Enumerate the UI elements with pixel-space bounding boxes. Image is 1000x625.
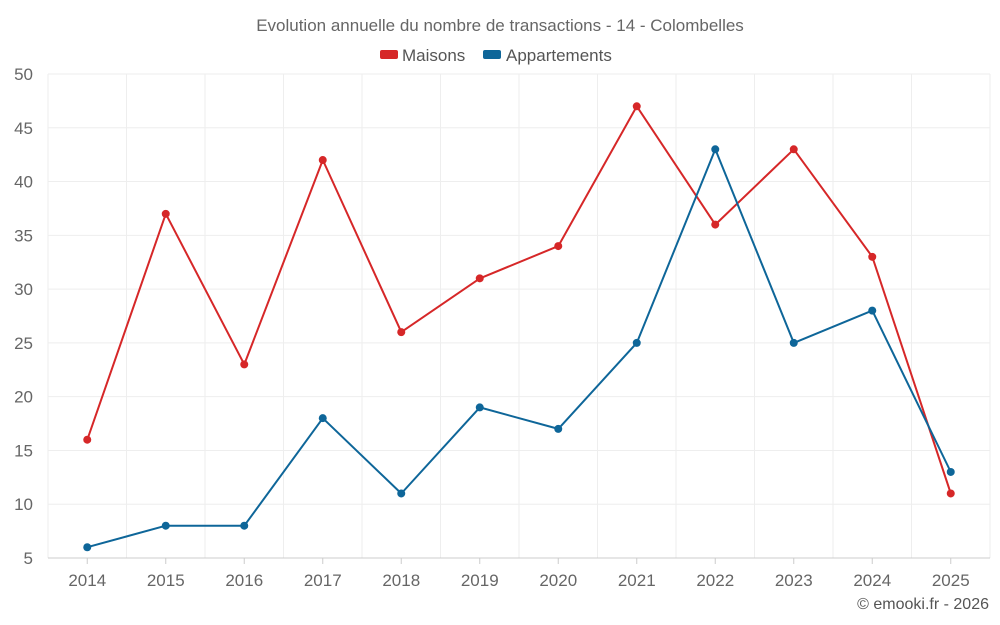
y-tick-label: 45	[14, 119, 33, 138]
series-line-appartements	[87, 148, 952, 549]
data-point-maisons[interactable]	[161, 209, 170, 218]
data-point-maisons[interactable]	[240, 360, 249, 369]
data-point-appartements[interactable]	[711, 145, 720, 154]
data-point-appartements[interactable]	[318, 414, 327, 423]
x-tick-label: 2018	[382, 571, 420, 590]
data-point-maisons[interactable]	[554, 242, 563, 251]
x-axis-ticks: 2014 2015 2016 2017 2018 2019 2020 2021 2022 2023…	[68, 558, 970, 590]
x-tick-label: 2014	[68, 571, 106, 590]
data-point-appartements[interactable]	[789, 338, 798, 347]
data-point-maisons[interactable]	[789, 145, 798, 154]
x-tick-label: 2019	[461, 571, 499, 590]
y-tick-label: 25	[14, 334, 33, 353]
credit-text: © emooki.fr - 2026	[857, 596, 989, 613]
data-point-appartements[interactable]	[161, 521, 170, 530]
data-point-maisons[interactable]	[868, 252, 877, 261]
legend-label-maisons[interactable]: Maisons	[402, 46, 465, 65]
chart-title: Evolution annuelle du nombre de transact…	[256, 16, 744, 35]
y-tick-label: 15	[14, 441, 33, 460]
y-tick-label: 35	[14, 226, 33, 245]
y-tick-label: 30	[14, 280, 33, 299]
data-point-maisons[interactable]	[946, 489, 955, 498]
data-point-maisons[interactable]	[397, 328, 406, 337]
grid	[47, 73, 991, 559]
data-point-maisons[interactable]	[475, 274, 484, 283]
data-point-appartements[interactable]	[946, 467, 955, 476]
data-point-appartements[interactable]	[632, 338, 641, 347]
x-tick-label: 2025	[932, 571, 970, 590]
series-maisons	[83, 102, 955, 498]
series-line-maisons	[86, 105, 952, 494]
data-point-maisons[interactable]	[318, 156, 327, 165]
legend: Maisons Appartements	[380, 46, 612, 65]
x-tick-label: 2021	[618, 571, 656, 590]
data-point-maisons[interactable]	[83, 435, 92, 444]
y-tick-label: 50	[14, 65, 33, 84]
y-axis-ticks: 5 10 15 20 25 30 35 40 45 50	[14, 65, 33, 568]
data-point-maisons[interactable]	[632, 102, 641, 111]
data-point-appartements[interactable]	[83, 543, 92, 552]
data-point-appartements[interactable]	[240, 521, 249, 530]
y-tick-label: 40	[14, 173, 33, 192]
x-tick-label: 2022	[696, 571, 734, 590]
x-tick-label: 2023	[775, 571, 813, 590]
y-tick-label: 5	[24, 549, 33, 568]
x-tick-label: 2015	[147, 571, 185, 590]
data-point-appartements[interactable]	[475, 403, 484, 412]
y-tick-label: 10	[14, 495, 33, 514]
data-point-appartements[interactable]	[397, 489, 406, 498]
series-appartements	[83, 145, 955, 552]
legend-swatch-appartements	[483, 50, 501, 59]
x-tick-label: 2024	[853, 571, 891, 590]
legend-label-appartements[interactable]: Appartements	[506, 46, 612, 65]
x-tick-label: 2017	[304, 571, 342, 590]
data-point-maisons[interactable]	[711, 220, 720, 229]
y-tick-label: 20	[14, 388, 33, 407]
data-point-appartements[interactable]	[554, 424, 563, 433]
series	[83, 102, 955, 552]
legend-swatch-maisons	[380, 50, 398, 59]
x-tick-label: 2020	[539, 571, 577, 590]
x-tick-label: 2016	[225, 571, 263, 590]
data-point-appartements[interactable]	[868, 306, 877, 315]
